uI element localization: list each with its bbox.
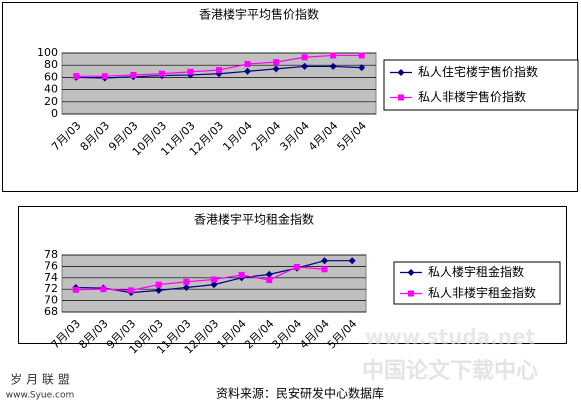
data-point [73,73,80,80]
data-point [321,266,328,273]
data-point [72,286,79,293]
watermark: 岁 月 联 盟 [10,372,69,387]
legend-label: 私人住宅楼宇售价指数 [418,64,538,79]
data-point [187,68,194,75]
data-point [101,73,108,80]
y-tick-label: 100 [37,46,58,59]
data-point [158,70,165,77]
y-tick-label: 20 [44,95,58,108]
data-point [301,62,309,70]
y-tick-label: 68 [44,305,58,318]
legend-label: 私人非楼宇租金指数 [428,285,536,300]
data-point [293,263,300,270]
data-point [182,283,190,291]
legend-marker [408,290,414,297]
legend-label: 私人非楼宇售价指数 [418,89,526,104]
data-point [244,60,251,67]
data-point [130,71,137,78]
chart-title: 香港楼宇平均租金指数 [194,212,314,227]
y-tick-label: 60 [44,70,58,83]
data-point [358,52,365,59]
watermark: 中国论文下载中心 [362,358,538,384]
data-point [348,257,356,265]
legend-box [393,261,561,305]
data-point [216,67,222,74]
plot-area [61,52,377,115]
chart-title: 香港楼宇平均售价指数 [199,7,319,22]
legend-box [383,59,579,111]
data-point [100,286,107,293]
data-point [273,59,280,66]
data-point [266,277,273,284]
legend-marker [397,69,405,76]
data-point [358,64,366,72]
legend-label: 私人楼宇租金指数 [428,264,524,279]
data-point [211,276,217,283]
y-tick-label: 80 [44,58,58,71]
y-tick-label: 74 [44,271,58,284]
data-point [155,281,162,288]
data-point [210,281,218,289]
y-tick-label: 40 [44,83,58,96]
data-point [330,52,337,59]
y-tick-label: 0 [51,107,58,120]
y-tick-label: 78 [44,248,58,261]
data-point [238,271,245,278]
watermark: www.Syue.com [6,391,74,401]
data-point [265,270,273,278]
data-point [183,278,190,285]
y-tick-label: 70 [44,294,58,307]
watermark: www.studa.net [365,325,536,349]
source-note: 资料来源：民安研发中心数据库 [216,386,384,401]
legend-marker [407,269,415,276]
data-point [272,65,280,73]
data-point [128,287,135,294]
data-point [244,67,252,75]
data-point [155,286,163,294]
legend-marker [398,94,404,101]
data-point [329,62,337,70]
y-tick-label: 76 [44,259,58,272]
data-point [301,54,308,61]
y-tick-label: 72 [44,282,58,295]
data-point [321,257,329,265]
series-line [75,266,325,291]
